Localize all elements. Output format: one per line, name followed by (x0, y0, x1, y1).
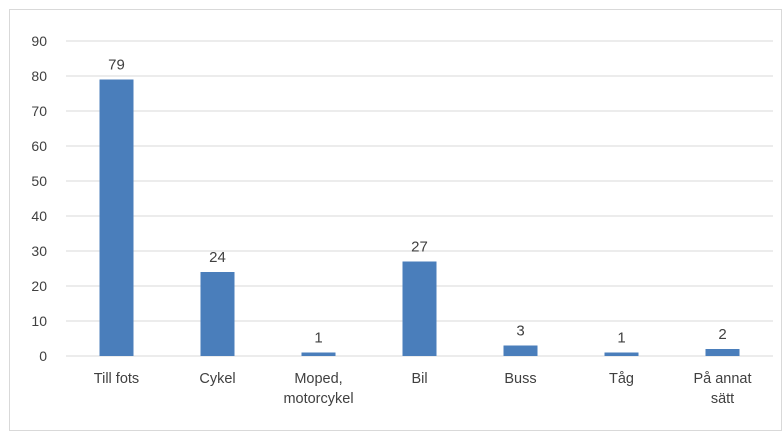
data-label: 3 (516, 323, 524, 340)
gridlines (66, 40, 773, 357)
y-axis-ticks: 0 10 20 30 40 50 60 70 80 90 (31, 33, 47, 364)
y-tick-label: 70 (31, 103, 47, 119)
y-tick-label: 30 (31, 243, 47, 259)
data-label: 27 (411, 239, 428, 256)
y-tick-label: 20 (31, 278, 47, 294)
y-tick-label: 10 (31, 313, 47, 329)
data-label: 2 (718, 326, 726, 343)
data-label: 1 (314, 330, 322, 347)
category-label: Tåg (609, 371, 634, 387)
bar (705, 349, 740, 356)
y-tick-label: 40 (31, 208, 47, 224)
category-label: Moped, motorcykel (283, 371, 353, 407)
y-tick-label: 60 (31, 138, 47, 154)
bar (604, 352, 639, 356)
data-label: 79 (108, 57, 125, 74)
category-label: Cykel (199, 371, 235, 387)
bar (200, 272, 235, 356)
category-label: Buss (504, 371, 536, 387)
data-label: 24 (209, 249, 226, 266)
bar (503, 345, 538, 356)
category-label: Till fots (94, 371, 139, 387)
bar (301, 352, 336, 356)
y-tick-label: 80 (31, 68, 47, 84)
x-axis-categories: Till fots Cykel Moped, motorcykel Bil Buss Tåg… (94, 371, 752, 407)
bars (99, 79, 740, 356)
data-label: 1 (617, 330, 625, 347)
y-tick-label: 50 (31, 173, 47, 189)
bar (402, 261, 437, 356)
bar (99, 79, 134, 356)
y-tick-label: 0 (39, 348, 47, 364)
category-label: Bil (411, 371, 427, 387)
category-label: På annat sätt (693, 371, 751, 407)
chart-frame (9, 9, 782, 431)
y-tick-label: 90 (31, 33, 47, 49)
data-labels: 79 24 1 27 3 1 2 (108, 57, 727, 347)
